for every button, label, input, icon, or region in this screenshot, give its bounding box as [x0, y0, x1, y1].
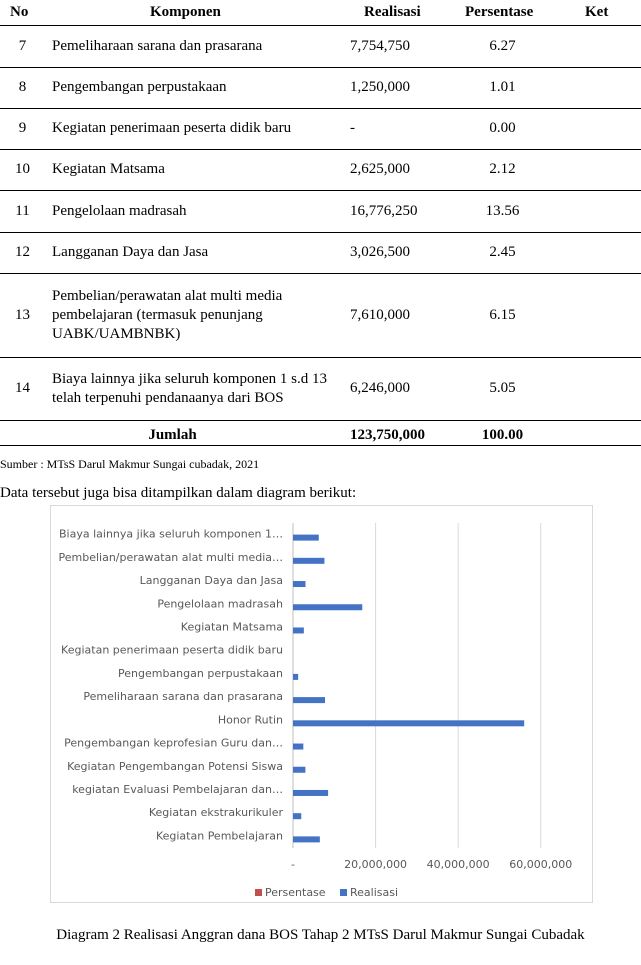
bar: [293, 627, 304, 634]
rule: [0, 357, 641, 358]
row-component: Pembelian/perawatan alat multi media pem…: [52, 287, 283, 342]
row-no: 14: [15, 380, 30, 396]
row-persentase: 5.05: [489, 380, 516, 396]
category-label: Pengelolaan madrasah: [157, 597, 283, 610]
table-header: Ket: [585, 4, 609, 20]
rule: [0, 25, 641, 26]
row-component: Pengelolaan madrasah: [52, 202, 187, 219]
row-persentase: 0.00: [489, 120, 516, 136]
row-realisasi: 1,250,000: [350, 79, 410, 95]
legend-swatch: [340, 889, 347, 896]
category-label: Pengembangan perpustakaan: [118, 667, 283, 680]
source: Sumber : MTsS Darul Makmur Sungai cubada…: [0, 457, 260, 471]
rule: [0, 149, 641, 150]
category-label: Kegiatan penerimaan peserta didik baru: [61, 644, 283, 657]
row-no: 12: [15, 244, 30, 260]
rule: [0, 108, 641, 109]
row-no: 10: [15, 161, 30, 177]
category-label: Pemeliharaan sarana dan prasarana: [83, 690, 283, 703]
bar: [293, 581, 306, 588]
category-label: Kegiatan Pembelajaran: [156, 829, 283, 842]
chart-frame: [50, 505, 593, 903]
row-no: 13: [15, 306, 30, 323]
rule: [0, 190, 641, 191]
row-realisasi: 2,625,000: [350, 161, 410, 177]
rule: [0, 273, 641, 274]
rule: [0, 445, 641, 446]
row-component: Langganan Daya dan Jasa: [52, 244, 209, 260]
row-realisasi: 7,754,750: [350, 37, 410, 54]
total-label: Jumlah: [148, 427, 197, 443]
x-tick-label: -: [291, 858, 295, 871]
category-label: Kegiatan Pengembangan Potensi Siswa: [67, 760, 283, 773]
bar: [293, 720, 525, 727]
bar: [293, 789, 329, 796]
legend-label: Persentase: [265, 886, 326, 899]
row-persentase: 6.15: [489, 306, 516, 323]
row-persentase: 1.01: [489, 79, 516, 95]
table-header: Komponen: [150, 4, 221, 20]
legend-label: Realisasi: [350, 886, 398, 899]
bar: [293, 604, 363, 611]
rule: [0, 232, 641, 233]
category-label: Biaya lainnya jika seluruh komponen 1…: [59, 528, 283, 541]
total-realisasi: 123,750,000: [350, 427, 425, 443]
category-label: Honor Rutin: [218, 713, 283, 726]
category-label: Kegiatan ekstrakurikuler: [149, 806, 284, 819]
table-header: No: [10, 4, 29, 20]
table-header: Persentase: [465, 4, 534, 20]
category-label: Pembelian/perawatan alat multi media…: [59, 551, 284, 564]
bar: [293, 743, 304, 750]
row-persentase: 13.56: [485, 202, 520, 219]
bar: [293, 813, 302, 820]
row-persentase: 6.27: [489, 37, 516, 54]
bar: [293, 557, 325, 564]
category-label: Pengembangan keprofesian Guru dan…: [64, 737, 283, 750]
x-tick-label: 40,000,000: [427, 858, 490, 871]
category-label: Kegiatan Matsama: [181, 620, 283, 633]
bar: [293, 697, 326, 704]
row-component: Kegiatan penerimaan peserta didik baru: [52, 120, 292, 136]
bar: [293, 766, 306, 773]
row-no: 9: [18, 120, 27, 136]
row-component: Pengembangan perpustakaan: [52, 79, 227, 95]
rule: [0, 420, 641, 421]
row-persentase: 2.45: [489, 244, 516, 260]
row-persentase: 2.12: [489, 161, 516, 177]
row-no: 7: [18, 37, 27, 54]
row-realisasi: 7,610,000: [350, 306, 410, 323]
row-realisasi: 6,246,000: [350, 380, 410, 396]
rule: [0, 67, 641, 68]
row-realisasi: 16,776,250: [350, 202, 418, 219]
intro: Data tersebut juga bisa ditampilkan dala…: [0, 485, 357, 501]
row-realisasi: -: [350, 120, 355, 136]
category-label: kegiatan Evaluasi Pembelajaran dan…: [72, 783, 283, 796]
bar: [293, 836, 320, 843]
x-tick-label: 60,000,000: [509, 858, 572, 871]
caption: Diagram 2 Realisasi Anggran dana BOS Tah…: [56, 927, 585, 943]
bar: [293, 673, 299, 680]
row-no: 11: [15, 202, 30, 219]
row-no: 8: [18, 79, 27, 95]
table-header: Realisasi: [364, 4, 421, 20]
legend-swatch: [255, 889, 262, 896]
category-label: Langganan Daya dan Jasa: [140, 574, 283, 587]
row-realisasi: 3,026,500: [350, 244, 410, 260]
bar: [293, 534, 319, 541]
row-component: Biaya lainnya jika seluruh komponen 1 s.…: [52, 370, 327, 406]
x-tick-label: 20,000,000: [344, 858, 407, 871]
row-component: Pemeliharaan sarana dan prasarana: [52, 37, 263, 54]
total-persentase: 100.00: [481, 427, 524, 443]
row-component: Kegiatan Matsama: [52, 161, 165, 177]
